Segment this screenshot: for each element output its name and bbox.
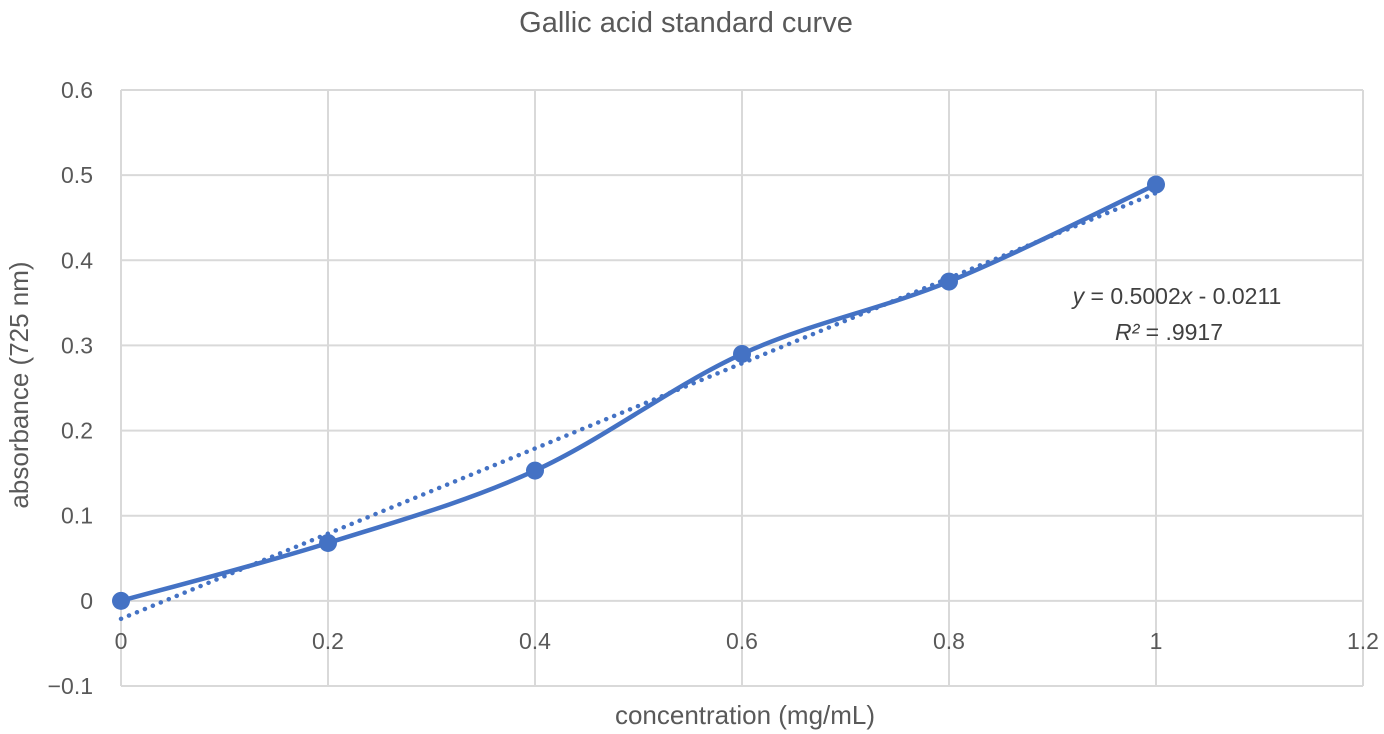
data-point (112, 591, 130, 610)
y-tick-label: 0 (80, 588, 93, 614)
data-point (319, 533, 337, 552)
data-points (112, 175, 1165, 610)
y-tick-label: 0.2 (61, 418, 93, 444)
data-point (940, 272, 958, 291)
y-axis-ticks: −0.1 0 0.1 0.2 0.3 0.4 0.5 0.6 (48, 77, 94, 699)
x-axis-ticks: 0 0.2 0.4 0.6 0.8 1 1.2 (115, 628, 1379, 654)
y-tick-label: 0.1 (61, 503, 93, 529)
x-tick-label: 1 (1150, 628, 1163, 654)
y-tick-label: 0.5 (61, 162, 93, 188)
y-tick-label: −0.1 (48, 673, 93, 699)
data-point (526, 461, 544, 480)
x-axis-label: concentration (mg/mL) (615, 700, 875, 730)
data-point (733, 344, 751, 363)
horizontal-gridlines (121, 89, 1363, 687)
x-tick-label: 0.2 (312, 628, 344, 654)
equation-slope: = 0.5002 (1084, 283, 1181, 309)
x-tick-label: 0.4 (519, 628, 551, 654)
x-tick-label: 0 (115, 628, 128, 654)
data-point (1147, 175, 1165, 194)
equation-x-var: x (1180, 283, 1194, 309)
trendline-equation: y = 0.5002x - 0.0211 (1071, 283, 1282, 309)
x-tick-label: 0.6 (726, 628, 758, 654)
equation-y-var: y (1071, 283, 1086, 309)
y-tick-label: 0.6 (61, 77, 93, 103)
y-axis-label: absorbance (725 nm) (4, 261, 34, 508)
x-tick-label: 0.8 (933, 628, 965, 654)
trendline-r-squared: R² = .9917 (1115, 319, 1223, 345)
r-squared-value: = .9917 (1139, 319, 1223, 345)
equation-intercept: - 0.0211 (1192, 283, 1281, 309)
y-tick-label: 0.3 (61, 332, 93, 358)
chart-title: Gallic acid standard curve (519, 7, 853, 39)
x-tick-label: 1.2 (1347, 628, 1379, 654)
r-squared-var: R² (1115, 319, 1141, 345)
y-tick-label: 0.4 (61, 247, 93, 273)
series-line (118, 182, 1159, 604)
vertical-gridlines (120, 90, 1364, 686)
trendline (118, 190, 1159, 622)
